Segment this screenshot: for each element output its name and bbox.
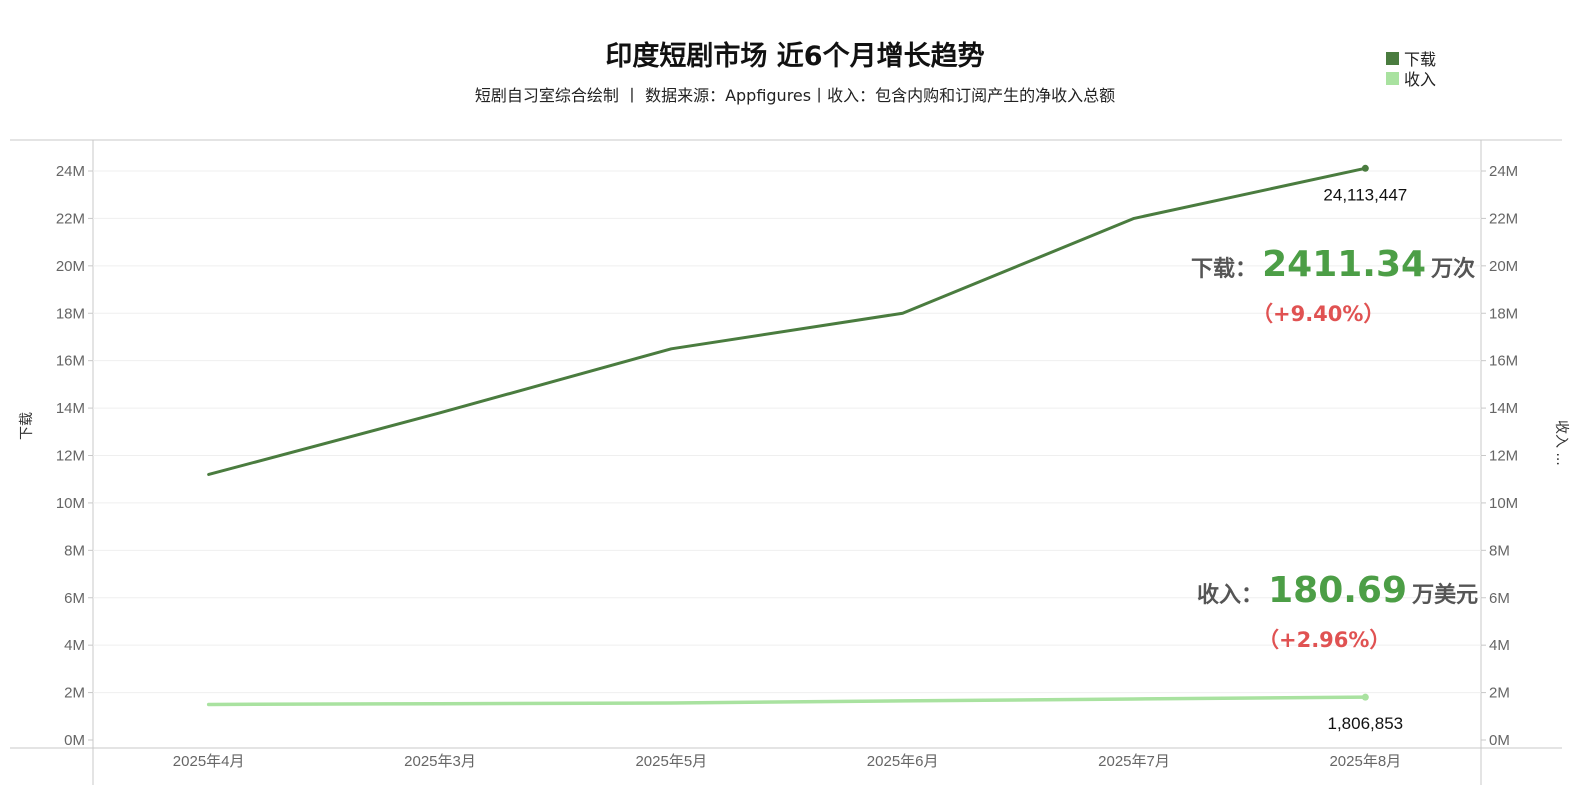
y-tick-label-left: 16M xyxy=(56,353,85,370)
y-tick-label-left: 8M xyxy=(64,542,85,559)
y-tick-label-left: 18M xyxy=(56,305,85,322)
kpi-revenue-value: 180.69 xyxy=(1268,570,1408,611)
y-tick-label-right: 20M xyxy=(1489,258,1518,275)
kpi-downloads-unit: 万次 xyxy=(1431,257,1476,282)
downloads-line xyxy=(207,166,1367,476)
y-tick-label-left: 12M xyxy=(56,448,85,465)
y-tick-label-right: 12M xyxy=(1489,448,1518,465)
downloads-end-point xyxy=(1361,164,1369,172)
kpi-revenue: 收入： 180.69 万美元 xyxy=(1197,570,1478,611)
y-tick-label-right: 0M xyxy=(1489,732,1510,749)
y-tick-label-left: 6M xyxy=(64,590,85,607)
data-label: 24,113,447 xyxy=(1323,185,1407,204)
y-tick-label-right: 8M xyxy=(1489,542,1510,559)
kpi-downloads-change: （+9.40%） xyxy=(1252,302,1385,326)
revenue-line xyxy=(206,695,1368,707)
y-tick-label-right: 4M xyxy=(1489,637,1510,654)
x-tick-label: 2025年3月 xyxy=(404,753,476,770)
y-tick-label-right: 14M xyxy=(1489,400,1518,417)
x-tick-label: 2025年5月 xyxy=(635,753,707,770)
y-tick-label-left: 2M xyxy=(64,685,85,702)
x-tick-label: 2025年7月 xyxy=(1098,753,1170,770)
y-tick-label-left: 14M xyxy=(56,400,85,417)
kpi-downloads: 下载： 2411.34 万次 xyxy=(1191,244,1475,285)
y-tick-label-right: 10M xyxy=(1489,495,1518,512)
data-label: 1,806,853 xyxy=(1328,714,1404,733)
legend-label-downloads: 下载 xyxy=(1404,50,1437,69)
kpi-revenue-unit: 万美元 xyxy=(1412,583,1479,608)
y-tick-label-left: 20M xyxy=(56,258,85,275)
y-tick-label-left: 0M xyxy=(64,732,85,749)
revenue-end-point xyxy=(1361,693,1369,701)
y-tick-label-right: 22M xyxy=(1489,210,1518,227)
y-tick-label-right: 24M xyxy=(1489,163,1518,180)
y-tick-label-left: 24M xyxy=(56,163,85,180)
legend-item-downloads[interactable]: 下载 xyxy=(1386,48,1437,69)
y-tick-label-left: 4M xyxy=(64,637,85,654)
x-tick-label: 2025年6月 xyxy=(867,753,939,770)
legend-swatch-revenue xyxy=(1386,71,1399,85)
y-tick-label-right: 18M xyxy=(1489,305,1518,322)
legend-item-revenue[interactable]: 收入 xyxy=(1386,68,1437,89)
y-tick-label-right: 16M xyxy=(1489,353,1518,370)
y-tick-label-right: 2M xyxy=(1489,685,1510,702)
y-tick-label-left: 22M xyxy=(56,210,85,227)
y-tick-label-left: 10M xyxy=(56,495,85,512)
legend-swatch-downloads xyxy=(1386,51,1399,65)
legend-label-revenue: 收入 xyxy=(1404,70,1437,89)
legend: 下载 收入 xyxy=(1386,48,1437,89)
kpi-revenue-label: 收入： xyxy=(1197,583,1264,608)
kpi-revenue-change: （+2.96%） xyxy=(1258,628,1391,652)
kpi-downloads-label: 下载： xyxy=(1191,257,1258,282)
x-tick-label: 2025年8月 xyxy=(1329,753,1401,770)
y-tick-label-right: 6M xyxy=(1489,590,1510,607)
kpi-downloads-value: 2411.34 xyxy=(1262,244,1427,285)
chart-subtitle: 短剧自习室综合绘制 丨 数据来源：Appfigures丨收入：包含内购和订阅产生… xyxy=(474,86,1116,105)
x-tick-label: 2025年4月 xyxy=(173,753,245,770)
chart-title: 印度短剧市场 近6个月增长趋势 xyxy=(605,41,985,72)
